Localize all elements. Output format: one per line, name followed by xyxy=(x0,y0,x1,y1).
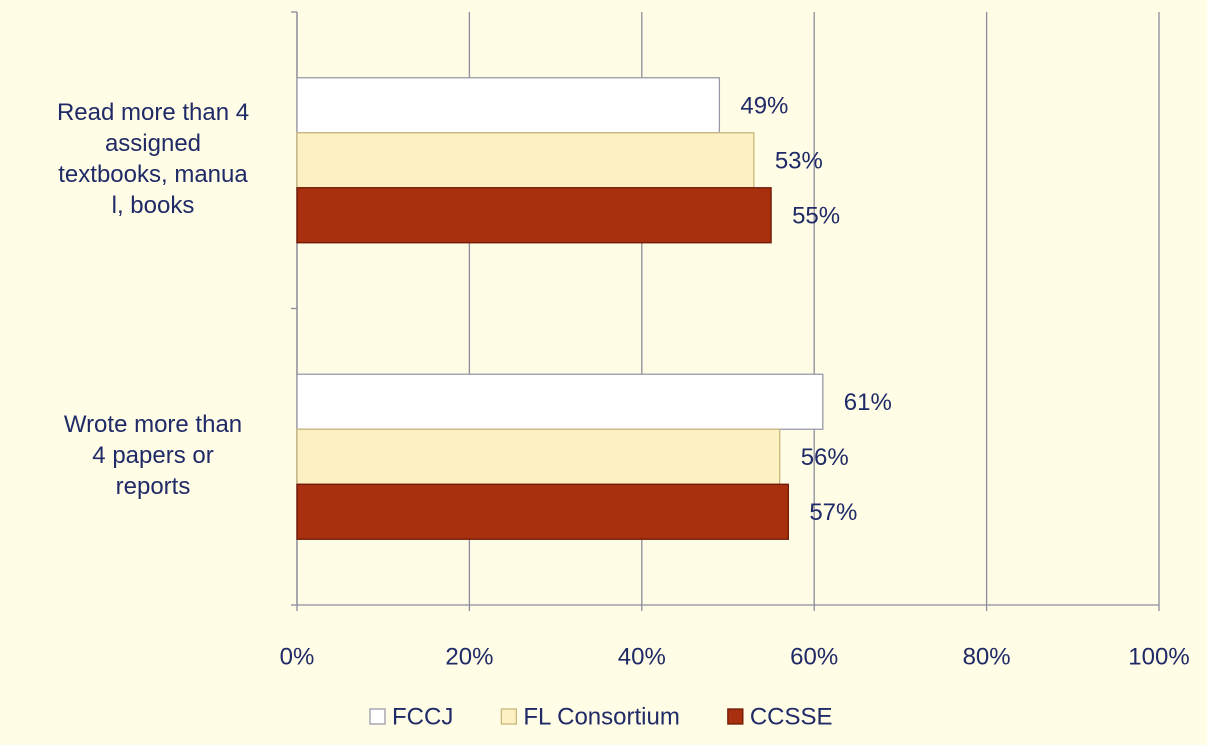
x-tick-label: 0% xyxy=(280,643,315,670)
data-label: 55% xyxy=(792,203,840,230)
x-tick-label: 60% xyxy=(790,643,838,670)
legend-swatch xyxy=(369,708,386,725)
bar xyxy=(296,77,721,134)
bar xyxy=(296,483,789,540)
bar xyxy=(296,187,772,244)
legend-label: FCCJ xyxy=(392,703,453,730)
legend-swatch xyxy=(727,708,744,725)
data-label: 56% xyxy=(801,444,849,471)
x-tick-label: 20% xyxy=(445,643,493,670)
legend-swatch xyxy=(500,708,517,725)
bar xyxy=(296,428,781,485)
legend-label: FL Consortium xyxy=(523,703,680,730)
data-label: 49% xyxy=(740,93,788,120)
legend-label: CCSSE xyxy=(750,703,833,730)
x-tick-label: 80% xyxy=(963,643,1011,670)
data-label: 57% xyxy=(809,499,857,526)
bar xyxy=(296,373,824,430)
data-label: 61% xyxy=(844,389,892,416)
x-tick-label: 40% xyxy=(618,643,666,670)
y-tick-label: Read more than 4 assigned textbooks, manua… xyxy=(57,99,249,219)
bar xyxy=(296,132,755,189)
x-tick-label: 100% xyxy=(1128,643,1189,670)
y-tick-label: Wrote more than 4 papers or reports xyxy=(64,411,242,500)
data-label: 53% xyxy=(775,148,823,175)
